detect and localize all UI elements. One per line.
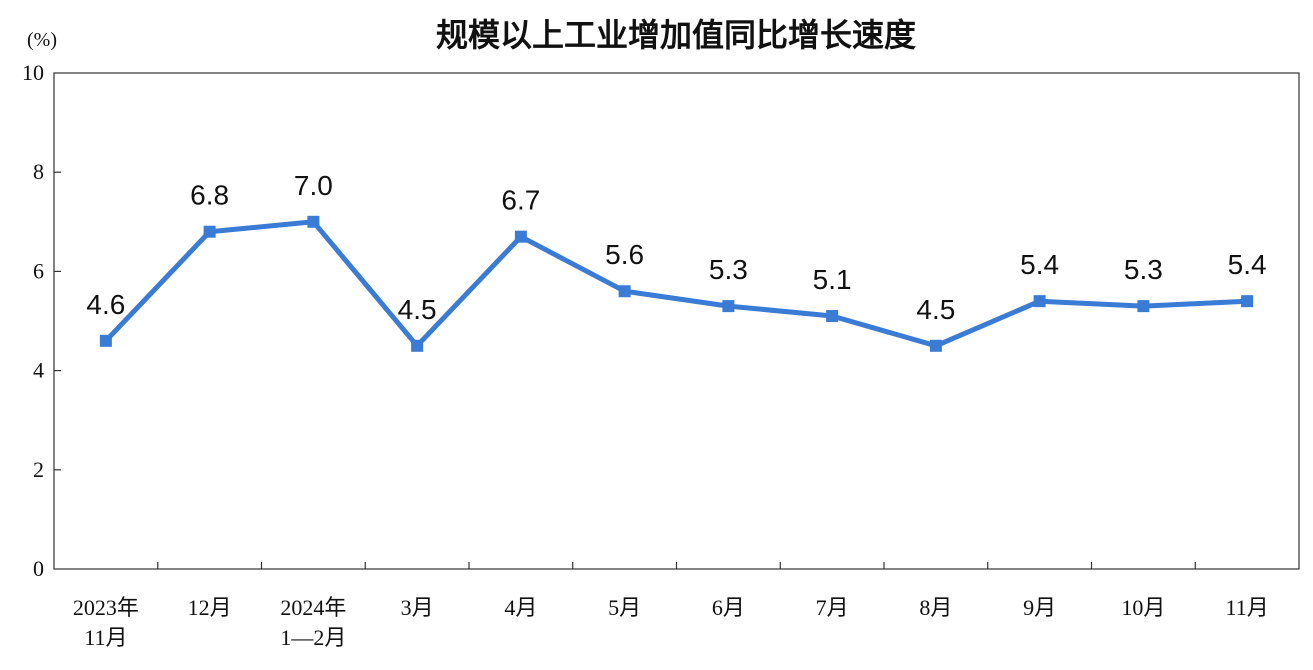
- x-tick-label: 7月: [816, 595, 849, 620]
- y-axis: 0 2 4 6 8 10: [22, 60, 61, 581]
- x-tick-label: 11月: [1226, 595, 1269, 620]
- x-tick-label: 2024年: [280, 595, 346, 620]
- data-point-marker: [307, 215, 320, 228]
- data-label: 5.6: [605, 239, 644, 270]
- y-axis-unit: (%): [27, 29, 57, 51]
- x-tick-label: 1—2月: [280, 625, 346, 650]
- x-tick-label: 9月: [1023, 595, 1056, 620]
- data-point-marker: [99, 334, 112, 347]
- y-tick-label: 4: [33, 358, 44, 383]
- x-tick-label: 11月: [84, 625, 127, 650]
- data-label: 5.4: [1228, 249, 1267, 280]
- y-tick-label: 6: [33, 258, 44, 283]
- data-point-marker: [1033, 295, 1046, 308]
- series-line: [104, 219, 1248, 349]
- data-point-marker: [203, 225, 216, 238]
- x-tick-label: 4月: [504, 595, 537, 620]
- data-label: 6.7: [501, 185, 540, 216]
- data-point-marker: [1137, 300, 1150, 313]
- x-axis: 2023年 11月 12月 2024年 1—2月 3月 4月 5月 6月 7月 8月 9月 10月 11月: [73, 562, 1269, 650]
- y-tick-label: 8: [33, 159, 44, 184]
- data-label: 4.5: [916, 294, 955, 325]
- x-tick-label: 5月: [608, 595, 641, 620]
- data-point-marker: [929, 339, 942, 352]
- data-label: 5.4: [1020, 249, 1059, 280]
- data-label: 4.5: [398, 294, 437, 325]
- data-label: 5.3: [1124, 254, 1163, 285]
- data-point-marker: [514, 230, 527, 243]
- plot-frame: [53, 72, 1300, 570]
- y-tick-label: 0: [33, 556, 44, 581]
- x-tick-label: 8月: [919, 595, 952, 620]
- data-point-marker: [826, 310, 839, 323]
- y-tick-label: 10: [22, 60, 44, 85]
- data-label: 4.6: [86, 289, 125, 320]
- x-tick-label: 6月: [712, 595, 745, 620]
- x-tick-label: 12月: [188, 595, 232, 620]
- data-point-marker: [1241, 295, 1254, 308]
- data-label: 7.0: [294, 170, 333, 201]
- x-tick-label: 10月: [1121, 595, 1165, 620]
- y-tick-label: 2: [33, 457, 44, 482]
- x-tick-label: 3月: [401, 595, 434, 620]
- data-label: 5.3: [709, 254, 748, 285]
- data-point-marker: [722, 300, 735, 313]
- data-point-marker: [618, 285, 631, 298]
- x-tick-label: 2023年: [73, 595, 139, 620]
- data-label: 6.8: [190, 180, 229, 211]
- chart-title: 规模以上工业增加值同比增长速度: [436, 16, 916, 54]
- data-point-marker: [411, 339, 424, 352]
- data-label: 5.1: [813, 264, 852, 295]
- data-labels: 4.6 6.8 7.0 4.5 6.7 5.6 5.3 5.1 4.5 5.4 5.3 5.4: [86, 170, 1266, 325]
- series-markers: [99, 215, 1254, 352]
